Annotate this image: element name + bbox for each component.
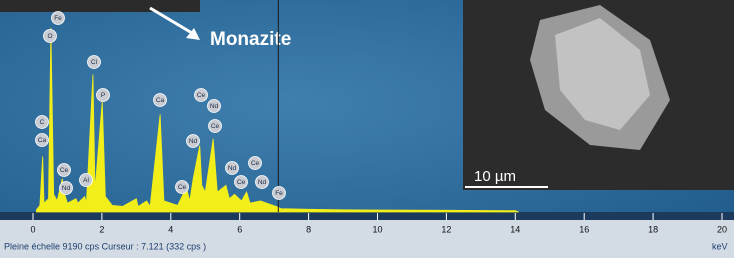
x-tick-label: 4 [168, 224, 173, 234]
peak-label: Nd [62, 185, 71, 192]
peak-label: Fe [54, 15, 62, 22]
peak-label: C [40, 119, 45, 126]
x-tick-label: 10 [372, 224, 382, 234]
peak-label: O [47, 33, 52, 40]
peak-label: Al [83, 177, 89, 184]
x-tick-label: 6 [237, 224, 242, 234]
peak-label: Cl [91, 59, 98, 66]
peak-label: Ca [156, 97, 165, 104]
x-tick-label: 0 [30, 224, 35, 234]
chart: Monazite 10 µm Pleine échelle 9190 cps C… [0, 0, 734, 258]
status-text: Pleine échelle 9190 cps Curseur : 7.121 … [4, 241, 206, 251]
status-area [0, 220, 734, 258]
scale-bar-label: 10 µm [474, 168, 516, 185]
x-tick-label: 8 [306, 224, 311, 234]
x-tick-label: 18 [648, 224, 658, 234]
x-tick-label: 14 [510, 224, 520, 234]
x-tick-label: 12 [441, 224, 451, 234]
peak-label: Ce [251, 160, 260, 167]
photo-strip [0, 0, 200, 12]
peak-label: Ce [197, 92, 206, 99]
axis-bar [0, 212, 734, 220]
peak-label: Ce [60, 167, 69, 174]
peak-label: Nd [228, 165, 237, 172]
page: Monazite 10 µm Pleine échelle 9190 cps C… [0, 0, 734, 258]
x-tick-label: 20 [717, 224, 727, 234]
peak-label: Ce [237, 179, 246, 186]
peak-label: Ce [178, 184, 187, 191]
peak-label: P [101, 92, 105, 99]
peak-label: Nd [210, 103, 219, 110]
peak-label: Fe [275, 190, 283, 197]
peak-label: Nd [258, 179, 267, 186]
x-tick-label: 16 [579, 224, 589, 234]
peak-label: Nd [189, 138, 198, 145]
peak-label: Ca [38, 137, 47, 144]
peak-label: Ce [211, 123, 220, 130]
x-unit: keV [712, 241, 728, 251]
annotation: Monazite [210, 29, 291, 50]
x-tick-label: 2 [99, 224, 104, 234]
